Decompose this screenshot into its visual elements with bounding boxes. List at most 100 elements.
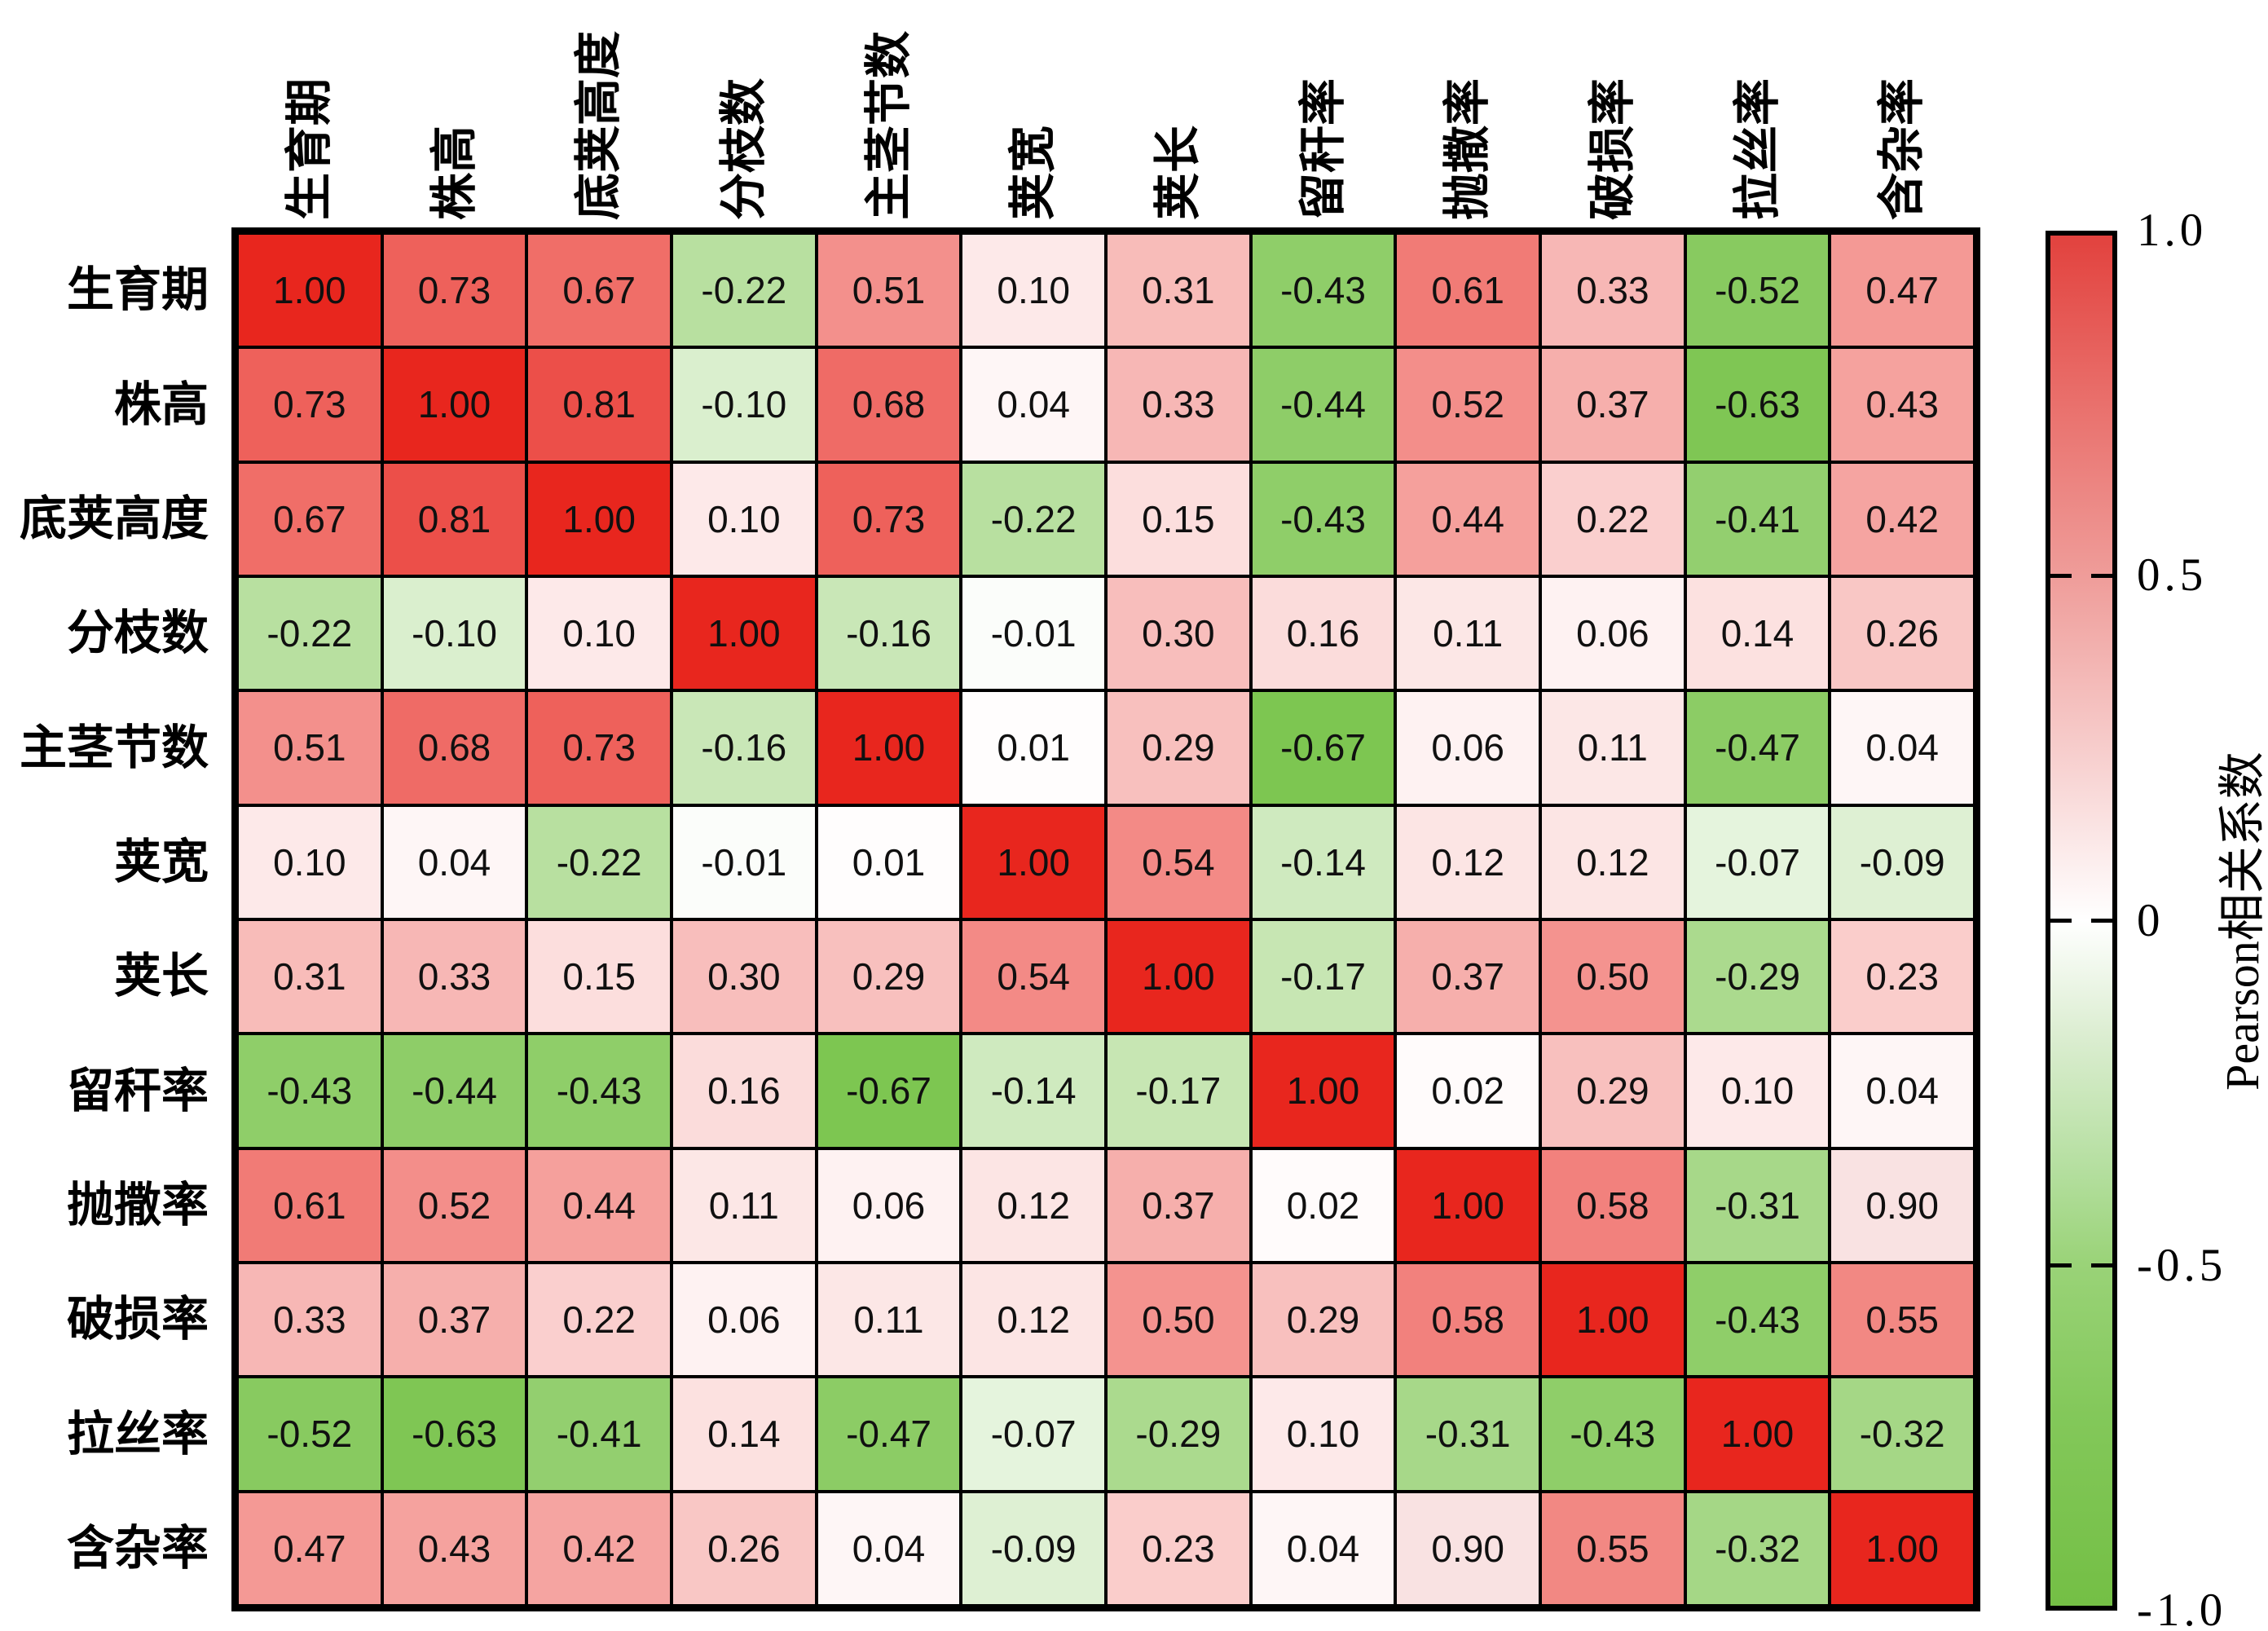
matrix-cell: 0.02 <box>1252 1149 1394 1261</box>
colorbar-tick-mark <box>2050 919 2072 923</box>
matrix-cell: 0.14 <box>673 1378 815 1490</box>
matrix-cell: 0.58 <box>1542 1149 1684 1261</box>
matrix-cell: 0.37 <box>383 1263 526 1376</box>
matrix-cell: 0.67 <box>239 463 381 575</box>
matrix-cell: 0.06 <box>1542 577 1684 690</box>
matrix-cell: -0.47 <box>1686 692 1829 804</box>
matrix-cell: 0.90 <box>1831 1149 1973 1261</box>
matrix-cell: 0.29 <box>1108 692 1249 804</box>
matrix-cell: 0.73 <box>239 349 381 461</box>
matrix-cell: 0.06 <box>1397 692 1539 804</box>
row-label: 主茎节数 <box>19 721 209 774</box>
matrix-cell: 0.29 <box>817 920 960 1033</box>
matrix-cell: 1.00 <box>1397 1149 1539 1261</box>
matrix-cell: 0.73 <box>528 692 670 804</box>
row-label: 株高 <box>113 377 209 431</box>
matrix-cell: -0.44 <box>383 1035 526 1147</box>
colorbar-tick-label: 1.0 <box>2137 205 2208 256</box>
matrix-cell: 0.11 <box>673 1149 815 1261</box>
matrix-cell: 0.51 <box>239 692 381 804</box>
matrix-cell: 0.04 <box>817 1492 960 1604</box>
colorbar-title: Pearson相关系数 <box>2216 751 2268 1091</box>
matrix-cell: 0.16 <box>673 1035 815 1147</box>
matrix-cell: 0.01 <box>962 692 1104 804</box>
column-label: 荚宽 <box>1006 125 1060 220</box>
column-label: 留秆率 <box>1296 77 1350 220</box>
matrix-cell: 0.15 <box>528 920 670 1033</box>
matrix-cell: 0.04 <box>1252 1492 1394 1604</box>
matrix-cell: 0.14 <box>1686 577 1829 690</box>
colorbar-tick-label: 0 <box>2137 894 2165 946</box>
matrix-cell: 0.37 <box>1542 349 1684 461</box>
matrix-cell: 0.06 <box>817 1149 960 1261</box>
matrix-cell: -0.44 <box>1252 349 1394 461</box>
matrix-cell: 0.04 <box>962 349 1104 461</box>
matrix-cell: 0.52 <box>1397 349 1539 461</box>
matrix-cell: -0.10 <box>383 577 526 690</box>
matrix-cell: -0.16 <box>817 577 960 690</box>
matrix-cell: -0.22 <box>239 577 381 690</box>
matrix-cell: -0.01 <box>673 806 815 918</box>
matrix-cell: 0.33 <box>1542 235 1684 346</box>
matrix-cell: 0.54 <box>1108 806 1249 918</box>
row-label: 生育期 <box>66 263 209 317</box>
matrix-cell: -0.31 <box>1686 1149 1829 1261</box>
matrix-cell: 0.73 <box>817 463 960 575</box>
matrix-cell: 0.29 <box>1542 1035 1684 1147</box>
matrix-cell: 0.01 <box>817 806 960 918</box>
matrix-cell: 0.04 <box>1831 692 1973 804</box>
row-label: 抛撒率 <box>66 1178 209 1232</box>
colorbar-tick-label: -1.0 <box>2137 1585 2227 1631</box>
matrix-cell: -0.52 <box>1686 235 1829 346</box>
matrix-cell: 0.81 <box>528 349 670 461</box>
matrix-cell: -0.22 <box>962 463 1104 575</box>
matrix-cell: -0.67 <box>817 1035 960 1147</box>
matrix-cell: 0.58 <box>1397 1263 1539 1376</box>
matrix-cell: 1.00 <box>1831 1492 1973 1604</box>
matrix-cell: 0.52 <box>383 1149 526 1261</box>
column-label: 含杂率 <box>1875 77 1929 220</box>
matrix-cell: -0.41 <box>1686 463 1829 575</box>
matrix-cell: 0.10 <box>962 235 1104 346</box>
row-label: 拉丝率 <box>66 1407 209 1461</box>
matrix-cell: 0.50 <box>1108 1263 1249 1376</box>
matrix-cell: 0.42 <box>528 1492 670 1604</box>
matrix-cell: 1.00 <box>1542 1263 1684 1376</box>
column-label: 主茎节数 <box>861 30 915 220</box>
matrix-cell: -0.09 <box>962 1492 1104 1604</box>
matrix-cell: -0.01 <box>962 577 1104 690</box>
matrix-cell: 0.10 <box>528 577 670 690</box>
matrix-cell: 0.33 <box>1108 349 1249 461</box>
matrix-cell: 0.47 <box>1831 235 1973 346</box>
matrix-cell: -0.43 <box>1252 235 1394 346</box>
colorbar-tick-mark <box>2091 919 2112 923</box>
column-label: 分枝数 <box>716 77 770 220</box>
matrix-cell: 0.81 <box>383 463 526 575</box>
colorbar-title-box: Pearson相关系数 <box>2197 231 2268 1611</box>
row-label: 荚宽 <box>113 835 209 888</box>
matrix-cell: -0.14 <box>962 1035 1104 1147</box>
matrix-cell: -0.16 <box>673 692 815 804</box>
matrix-cell: 1.00 <box>673 577 815 690</box>
correlation-matrix: 1.00 0.73 0.67 -0.22 0.51 0.10 0.31 -0.43 0.61 0.… <box>231 227 1980 1611</box>
colorbar-tick-mark <box>2091 1263 2112 1268</box>
matrix-cell: 1.00 <box>962 806 1104 918</box>
row-label: 分枝数 <box>66 606 209 660</box>
matrix-cell: 0.68 <box>383 692 526 804</box>
matrix-cell: 0.51 <box>817 235 960 346</box>
matrix-cell: 0.15 <box>1108 463 1249 575</box>
colorbar-tick-mark <box>2050 573 2072 578</box>
matrix-cell: 0.44 <box>1397 463 1539 575</box>
column-label: 抛撒率 <box>1441 77 1495 220</box>
row-label: 破损率 <box>66 1293 209 1347</box>
colorbar-tick-mark <box>2050 1263 2072 1268</box>
matrix-cell: 1.00 <box>1252 1035 1394 1147</box>
matrix-cell: -0.63 <box>383 1378 526 1490</box>
matrix-cell: 1.00 <box>528 463 670 575</box>
matrix-cell: -0.63 <box>1686 349 1829 461</box>
matrix-cell: -0.43 <box>528 1035 670 1147</box>
matrix-cell: 0.33 <box>383 920 526 1033</box>
matrix-cell: 0.22 <box>528 1263 670 1376</box>
matrix-cell: 0.73 <box>383 235 526 346</box>
row-label: 底荚高度 <box>19 492 209 545</box>
